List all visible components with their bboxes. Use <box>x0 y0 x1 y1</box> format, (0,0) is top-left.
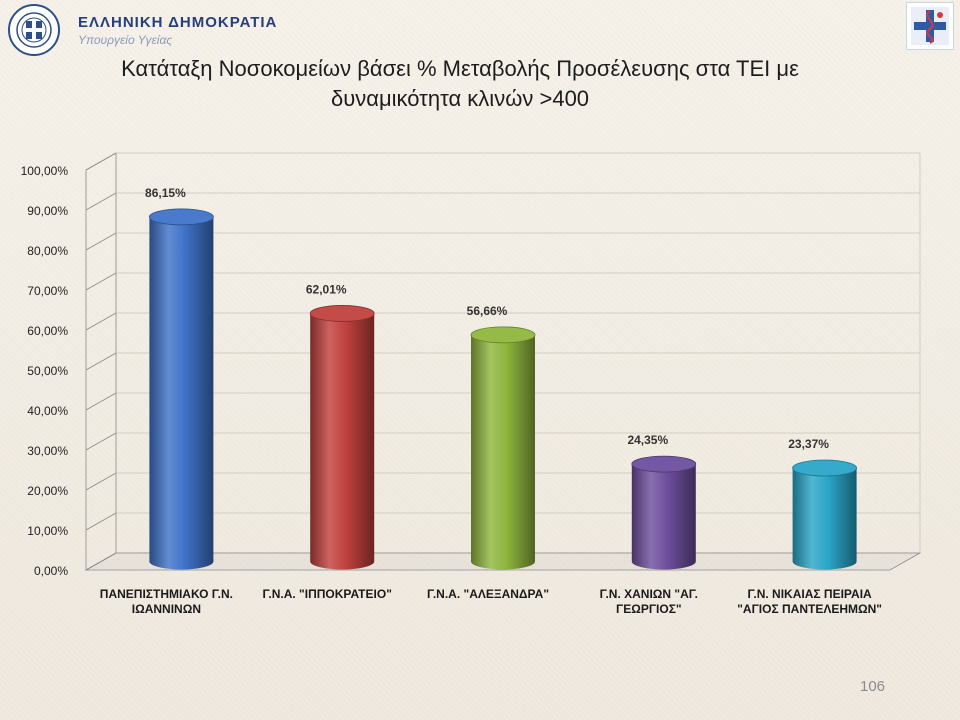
y-tick-label: 100,00% <box>21 164 69 178</box>
gridline-side <box>85 432 117 451</box>
x-tick-label: "ΑΓΙΟΣ ΠΑΝΤΕΛΕΗΜΩΝ" <box>737 602 882 616</box>
bar-0 <box>148 208 214 570</box>
chart-title: Κατάταξη Νοσοκομείων βάσει % Μεταβολής Π… <box>120 54 800 114</box>
chart-title-line1: Κατάταξη Νοσοκομείων βάσει % Μεταβολής Π… <box>121 56 799 81</box>
bar-body <box>310 313 375 570</box>
y-tick-label: 90,00% <box>27 204 68 218</box>
bar-body <box>792 468 857 570</box>
x-tick-label: ΠΑΝΕΠΙΣΤΗΜΙΑΚΟ Γ.Ν. <box>100 587 233 601</box>
data-label: 56,66% <box>467 304 508 318</box>
y-tick-label: 10,00% <box>27 524 68 538</box>
bar-3 <box>631 455 697 570</box>
header-subtitle: Υπουργείο Υγείας <box>78 32 173 47</box>
data-label: 23,37% <box>788 437 829 451</box>
x-tick-label: Γ.Ν.Α. "ΙΠΠΟΚΡΑΤΕΙΟ" <box>262 587 391 601</box>
x-tick-label: ΙΩΑΝΝΙΝΩΝ <box>132 602 201 616</box>
bar-body <box>149 216 214 570</box>
header-logo: ΕΛΛΗΝΙΚΗ ΔΗΜΟΚΡΑΤΙΑ Υπουργείο Υγείας <box>8 4 277 56</box>
bar-body <box>471 334 535 570</box>
data-label: 62,01% <box>306 282 347 296</box>
x-tick-label: Γ.Ν. ΧΑΝΙΩΝ "ΑΓ. <box>600 587 698 601</box>
gridline-side <box>85 152 117 171</box>
data-label: 86,15% <box>145 186 186 200</box>
data-label: 24,35% <box>627 433 668 447</box>
bar-4 <box>792 459 857 570</box>
bar-top <box>309 305 375 322</box>
y-tick-label: 40,00% <box>27 404 68 418</box>
gridline-side <box>85 312 117 331</box>
y-tick-label: 20,00% <box>27 484 68 498</box>
x-tick-label: ΓΕΩΡΓΙΟΣ" <box>616 602 682 616</box>
gridline-side <box>85 472 117 491</box>
x-tick-label: Γ.Ν. ΝΙΚΑΙΑΣ ΠΕΙΡΑΙΑ <box>747 587 872 601</box>
bar-body <box>631 464 696 570</box>
bar-2 <box>470 326 536 570</box>
y-tick-label: 70,00% <box>27 284 68 298</box>
gridline-side <box>85 352 117 371</box>
medical-logo-icon <box>906 2 954 50</box>
gridline-side <box>85 232 117 251</box>
header-title: ΕΛΛΗΝΙΚΗ ΔΗΜΟΚΡΑΤΙΑ <box>78 13 278 31</box>
bar-1 <box>309 305 375 570</box>
greek-emblem-icon <box>8 4 60 56</box>
y-tick-label: 50,00% <box>27 364 68 378</box>
chart-title-line2: δυναμικότητα κλινών >400 <box>330 86 590 111</box>
y-tick-label: 0,00% <box>34 564 68 578</box>
bar-top <box>631 455 697 473</box>
page-number: 106 <box>860 678 886 695</box>
y-tick-label: 30,00% <box>27 444 68 458</box>
gridline-side <box>85 512 117 531</box>
bar-top <box>148 208 214 226</box>
gridline-side <box>85 272 117 291</box>
y-tick-label: 60,00% <box>27 324 68 338</box>
gridline-side <box>85 192 117 211</box>
y-tick-label: 80,00% <box>27 244 68 258</box>
x-tick-label: Γ.Ν.Α. "ΑΛΕΞΑΝΔΡΑ" <box>427 587 549 601</box>
bar-top <box>470 326 536 344</box>
gridline-side <box>85 392 117 411</box>
bar-top <box>792 459 857 477</box>
